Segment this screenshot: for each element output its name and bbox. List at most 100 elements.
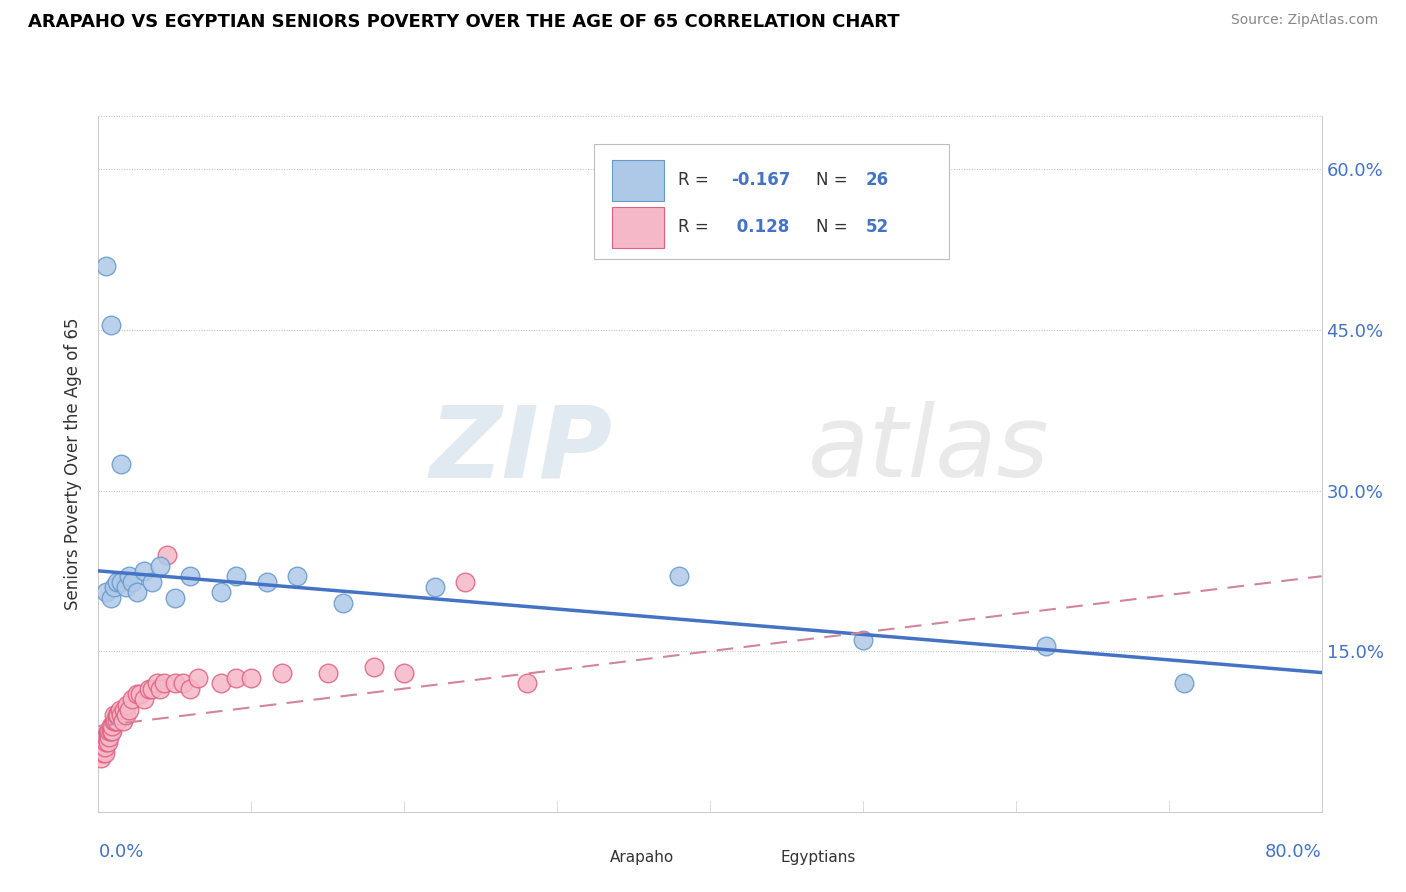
FancyBboxPatch shape <box>561 843 602 872</box>
Point <box>94 259 117 273</box>
Point <box>516 676 538 690</box>
Point <box>125 585 148 599</box>
Point <box>100 318 122 332</box>
Point <box>103 580 125 594</box>
Point <box>225 569 247 583</box>
Point <box>100 719 122 733</box>
Point <box>105 714 128 728</box>
Text: Source: ZipAtlas.com: Source: ZipAtlas.com <box>1230 13 1378 28</box>
Point <box>363 660 385 674</box>
Point <box>125 687 148 701</box>
FancyBboxPatch shape <box>593 144 949 259</box>
Y-axis label: Seniors Poverty Over the Age of 65: Seniors Poverty Over the Age of 65 <box>65 318 83 610</box>
Text: Egyptians: Egyptians <box>780 850 856 865</box>
Text: ZIP: ZIP <box>429 401 612 499</box>
Point <box>112 703 135 717</box>
Point <box>1173 676 1195 690</box>
Point <box>115 708 138 723</box>
Point <box>332 596 354 610</box>
Point <box>225 671 247 685</box>
Text: 26: 26 <box>865 171 889 189</box>
Point <box>240 671 263 685</box>
Point <box>179 681 201 696</box>
Point <box>285 569 308 583</box>
Point <box>101 724 124 739</box>
Point <box>172 676 194 690</box>
FancyBboxPatch shape <box>612 207 664 248</box>
Point <box>103 714 125 728</box>
Point <box>149 558 172 573</box>
Point <box>423 580 446 594</box>
Point <box>256 574 278 589</box>
Point <box>93 740 115 755</box>
Point <box>91 740 114 755</box>
Point <box>108 703 131 717</box>
Text: 52: 52 <box>865 219 889 236</box>
Point <box>94 585 117 599</box>
Point <box>163 676 186 690</box>
Point <box>115 580 138 594</box>
Point <box>101 719 124 733</box>
Point <box>91 746 114 760</box>
Text: 0.0%: 0.0% <box>98 843 143 861</box>
Point <box>141 681 163 696</box>
Point <box>97 724 120 739</box>
Point <box>121 692 143 706</box>
Point <box>153 676 176 690</box>
Point <box>149 681 172 696</box>
Text: Arapaho: Arapaho <box>610 850 673 865</box>
Point <box>145 676 167 690</box>
FancyBboxPatch shape <box>733 843 773 872</box>
Point <box>209 676 232 690</box>
Point <box>105 574 128 589</box>
Point <box>209 585 232 599</box>
Point <box>100 591 122 605</box>
Point <box>179 569 201 583</box>
Point <box>121 574 143 589</box>
Point <box>138 681 160 696</box>
Point <box>1035 639 1057 653</box>
Point <box>454 574 477 589</box>
Text: 80.0%: 80.0% <box>1265 843 1322 861</box>
Point <box>134 564 156 578</box>
Point <box>105 708 128 723</box>
Point <box>668 569 690 583</box>
Point <box>128 687 150 701</box>
Point <box>110 574 132 589</box>
Point <box>118 703 141 717</box>
Point <box>111 714 134 728</box>
Point <box>316 665 339 680</box>
Point <box>93 746 115 760</box>
Point <box>134 692 156 706</box>
Point <box>270 665 292 680</box>
Point <box>141 574 163 589</box>
Point <box>117 698 139 712</box>
Point <box>97 730 120 744</box>
Text: R =: R = <box>678 171 714 189</box>
Text: ARAPAHO VS EGYPTIAN SENIORS POVERTY OVER THE AGE OF 65 CORRELATION CHART: ARAPAHO VS EGYPTIAN SENIORS POVERTY OVER… <box>28 13 900 31</box>
Point <box>107 708 129 723</box>
Point <box>94 730 117 744</box>
Point <box>103 708 125 723</box>
Text: 0.128: 0.128 <box>731 219 789 236</box>
Point <box>852 633 875 648</box>
Text: N =: N = <box>817 171 853 189</box>
Text: atlas: atlas <box>808 401 1049 499</box>
Point <box>110 708 132 723</box>
Point <box>104 714 127 728</box>
Point <box>187 671 209 685</box>
Point <box>97 735 120 749</box>
Point <box>110 457 132 471</box>
Text: R =: R = <box>678 219 714 236</box>
Point <box>163 591 186 605</box>
Text: -0.167: -0.167 <box>731 171 790 189</box>
Point <box>118 569 141 583</box>
Point <box>94 735 117 749</box>
Point <box>392 665 416 680</box>
Point <box>156 548 179 562</box>
Point <box>90 751 112 765</box>
Point <box>98 724 121 739</box>
Point <box>100 724 122 739</box>
FancyBboxPatch shape <box>612 160 664 201</box>
Text: N =: N = <box>817 219 853 236</box>
